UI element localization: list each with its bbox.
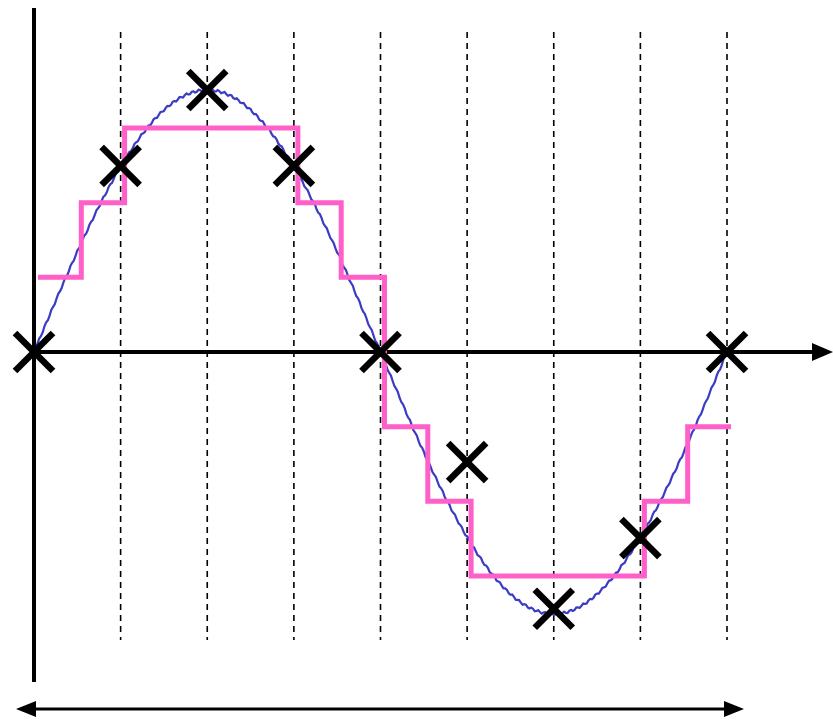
period-arrow — [16, 701, 744, 717]
axes — [32, 8, 833, 682]
period-arrow-left-head — [16, 701, 36, 717]
period-arrow-right-head — [724, 701, 744, 717]
sample-marker — [99, 144, 142, 188]
x-axis-arrowhead — [812, 343, 833, 361]
sample-marker — [532, 587, 576, 631]
sample-marker — [185, 68, 229, 112]
sample-marker-stroke — [12, 330, 56, 374]
sample-marker — [12, 330, 56, 374]
sample-marker-stroke — [619, 516, 662, 560]
sample-gridlines — [119, 32, 728, 640]
sample-marker — [272, 144, 316, 188]
sample-marker — [445, 440, 489, 484]
sample-marker-stroke — [185, 68, 229, 112]
sample-marker — [619, 516, 662, 560]
sample-marker-stroke — [532, 587, 576, 631]
sample-marker-stroke — [99, 144, 142, 188]
sample-marker — [705, 330, 749, 374]
sample-marker-stroke — [359, 330, 402, 374]
sample-markers — [12, 68, 749, 631]
sample-marker-stroke — [272, 144, 316, 188]
sample-marker — [359, 330, 402, 374]
sample-marker-stroke — [705, 330, 749, 374]
sample-marker-stroke — [445, 440, 489, 484]
